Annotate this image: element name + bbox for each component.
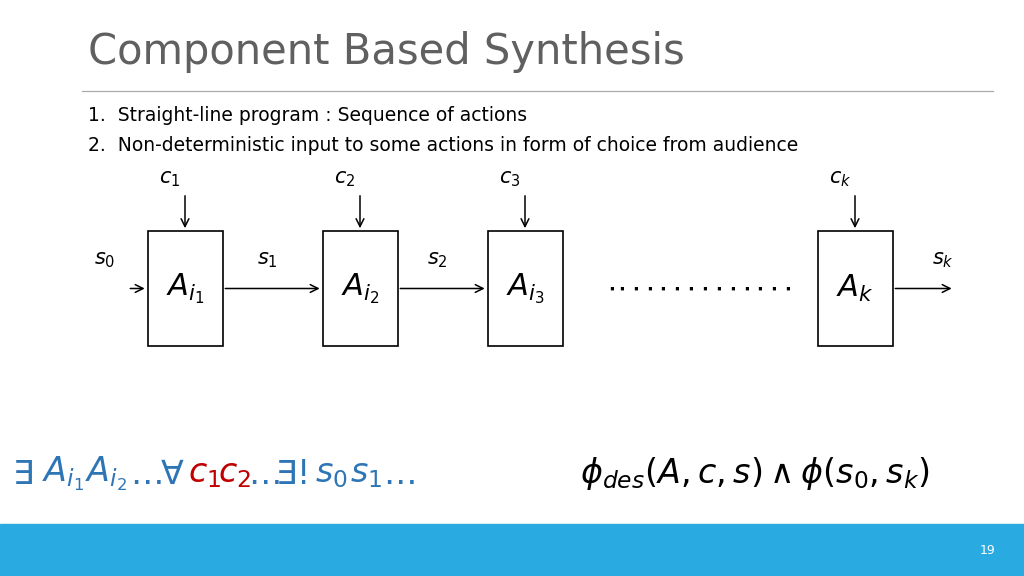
Text: $A_{i_1}$: $A_{i_1}$ — [166, 271, 204, 306]
Text: $A_{i_1}$: $A_{i_1}$ — [42, 454, 84, 494]
Text: $c_k$: $c_k$ — [828, 169, 851, 189]
Text: $s_0$: $s_0$ — [315, 457, 347, 491]
Bar — [0, 524, 1024, 576]
Bar — [323, 231, 397, 346]
Text: 2.  Non-deterministic input to some actions in form of choice from audience: 2. Non-deterministic input to some actio… — [88, 136, 799, 155]
Text: $c_2$: $c_2$ — [218, 457, 251, 491]
Text: 1.  Straight-line program : Sequence of actions: 1. Straight-line program : Sequence of a… — [88, 106, 527, 125]
Text: $c_1$: $c_1$ — [188, 457, 221, 491]
Text: $\forall$: $\forall$ — [160, 457, 184, 491]
Text: $\phi_{des}(A,c,s)\wedge\phi(s_0,s_k)$: $\phi_{des}(A,c,s)\wedge\phi(s_0,s_k)$ — [580, 456, 930, 492]
Text: $A_{i_2}$: $A_{i_2}$ — [85, 454, 127, 494]
Text: $s_2$: $s_2$ — [427, 251, 447, 271]
Text: Component Based Synthesis: Component Based Synthesis — [88, 31, 685, 73]
Text: $\ldots$: $\ldots$ — [248, 457, 280, 491]
Text: $c_2$: $c_2$ — [334, 169, 355, 189]
Text: $\ldots$: $\ldots$ — [130, 457, 162, 491]
Text: $c_1$: $c_1$ — [160, 169, 180, 189]
Text: $\mathbf{\cdot\cdot\cdot\cdot\cdot\cdot\cdot\cdot\cdot\cdot\cdot\cdot\cdot\cdot}: $\mathbf{\cdot\cdot\cdot\cdot\cdot\cdot\… — [608, 279, 792, 297]
Bar — [817, 231, 893, 346]
Text: $s_0$: $s_0$ — [94, 251, 115, 271]
Text: $c_3$: $c_3$ — [500, 169, 521, 189]
Text: $\ldots$: $\ldots$ — [383, 457, 415, 491]
Text: $A_{i_3}$: $A_{i_3}$ — [506, 271, 545, 306]
Text: $A_k$: $A_k$ — [837, 273, 873, 304]
Text: $A_{i_2}$: $A_{i_2}$ — [341, 271, 379, 306]
Text: $\exists!$: $\exists!$ — [275, 457, 306, 491]
Text: $s_1$: $s_1$ — [257, 251, 278, 271]
Text: $s_k$: $s_k$ — [932, 251, 953, 271]
Bar — [147, 231, 222, 346]
Text: $s_1$: $s_1$ — [350, 457, 382, 491]
Bar — [487, 231, 562, 346]
Text: $\exists$: $\exists$ — [12, 457, 33, 491]
Text: 19: 19 — [979, 544, 995, 556]
